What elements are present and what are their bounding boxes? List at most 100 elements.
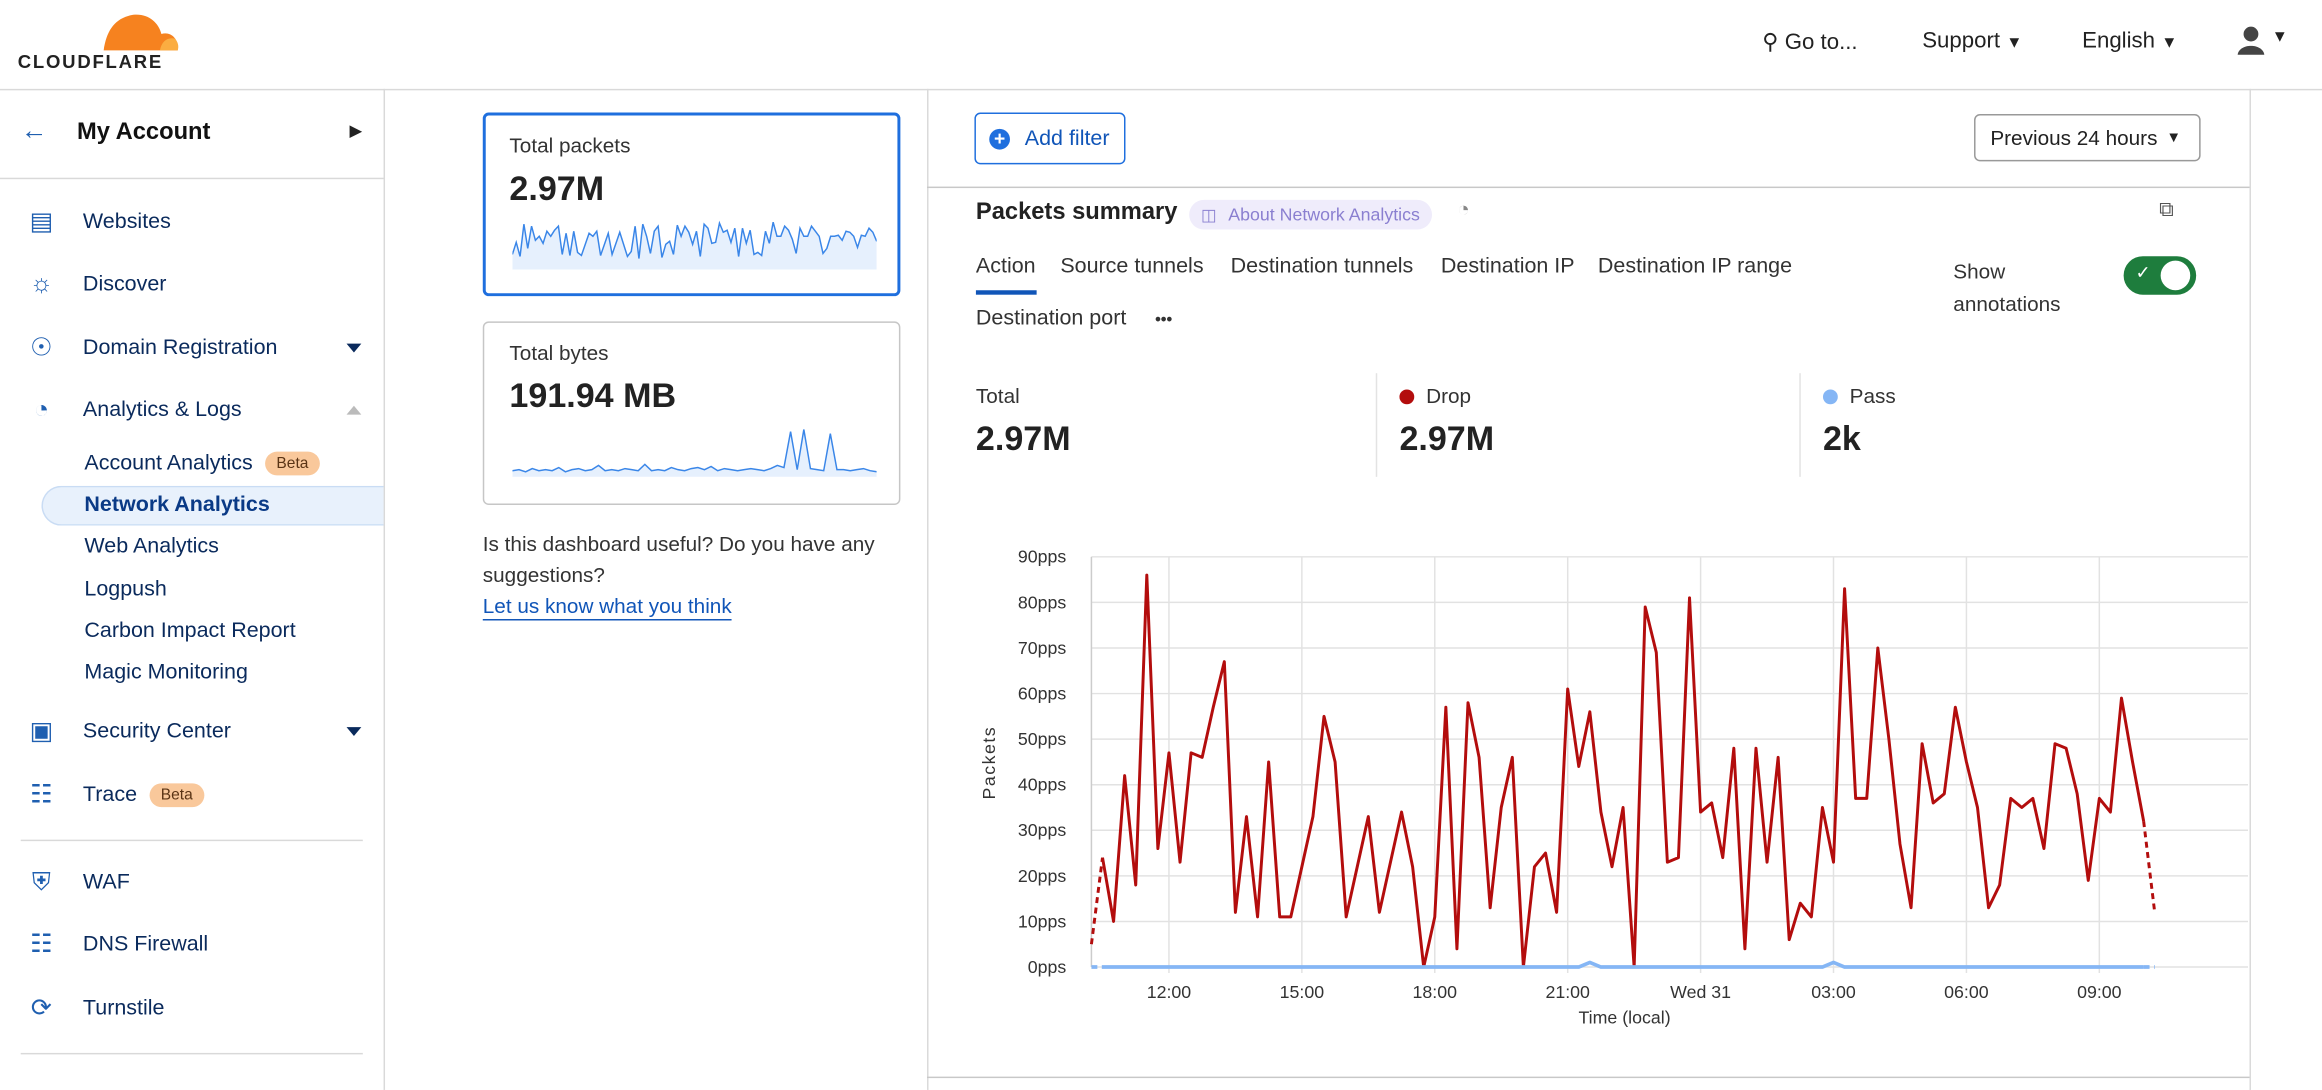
user-menu[interactable]: ▼ xyxy=(2236,24,2301,60)
series-drop-partial-end xyxy=(2142,820,2157,913)
sidebar-subitem-magic-monitoring[interactable]: Magic Monitoring xyxy=(84,660,248,684)
sidebar-item-waf[interactable]: ⛨ WAF xyxy=(0,857,384,907)
search-icon: ⚲ xyxy=(1762,29,1779,55)
sidebar-item-security-center[interactable]: ▣ Security Center xyxy=(0,706,384,756)
nav-label: Web Analytics xyxy=(84,534,219,559)
logo-text: CLOUDFLARE xyxy=(17,51,164,73)
sidebar-item-analytics-logs[interactable]: ◔ Analytics & Logs xyxy=(0,385,384,435)
packets-summary-title: Packets summary xyxy=(975,199,1178,226)
nav-label: Logpush xyxy=(84,577,167,602)
security-center-icon: ▣ xyxy=(29,716,54,745)
sidebar-item-websites[interactable]: ▤ Websites xyxy=(0,197,384,247)
caret-up-icon xyxy=(346,405,362,415)
total-bytes-card[interactable]: Total bytes 191.94 MB xyxy=(482,321,901,505)
caret-down-icon: ▼ xyxy=(2166,129,2181,146)
sparkline-area xyxy=(512,222,877,270)
sidebar-divider xyxy=(20,1052,363,1055)
tab-destination-tunnels[interactable]: Destination tunnels xyxy=(1231,255,1414,279)
sidebar-border xyxy=(383,88,386,1090)
panel-bottom-divider xyxy=(927,1076,2250,1079)
account-switcher[interactable]: ← My Account ▶ xyxy=(0,107,384,160)
sidebar-subitem-network-analytics[interactable]: Network Analytics xyxy=(84,493,269,517)
y-axis-title: Packets xyxy=(979,726,999,800)
add-filter-label: Add filter xyxy=(1024,126,1110,151)
browser-window-icon: ▤ xyxy=(29,207,54,236)
feedback-text: Is this dashboard useful? Do you have an… xyxy=(482,531,875,587)
sidebar-subitem-carbon-impact-report[interactable]: Carbon Impact Report xyxy=(84,619,295,643)
tab-destination-ip[interactable]: Destination IP xyxy=(1441,255,1575,279)
nav-label: Account Analytics xyxy=(84,451,253,476)
show-annotations-toggle[interactable]: ✓ xyxy=(2123,256,2197,295)
stat-total-value: 2.97M xyxy=(975,419,1071,458)
stat-divider xyxy=(1375,373,1378,477)
active-tab-underline xyxy=(975,290,1037,295)
nav-label: Magic Monitoring xyxy=(84,660,248,685)
sidebar-item-discover[interactable]: ☼ Discover xyxy=(0,259,384,309)
goto-button[interactable]: ⚲ Go to... xyxy=(1762,28,1857,55)
sidebar-item-turnstile[interactable]: ⟳ Turnstile xyxy=(0,983,384,1033)
sidebar-subitem-account-analytics[interactable]: Account Analytics Beta xyxy=(84,451,321,476)
network-tree-icon: ☷ xyxy=(30,930,53,959)
nav-label: Discover xyxy=(82,272,167,297)
support-menu[interactable]: Support ▼ xyxy=(1922,28,2022,53)
tab-label: Source tunnels xyxy=(1060,254,1204,279)
tab-action[interactable]: Action xyxy=(976,255,1036,279)
time-range-value: Previous 24 hours xyxy=(1990,125,2158,150)
card-label: Total bytes xyxy=(509,340,609,365)
tab-label: Destination IP xyxy=(1440,254,1575,279)
stat-drop-label: Drop xyxy=(1399,384,1471,407)
caret-down-icon xyxy=(346,343,362,353)
pass-legend-dot xyxy=(1822,389,1838,405)
cloudflare-logo[interactable]: CLOUDFLARE xyxy=(17,9,184,73)
card-value: 191.94 MB xyxy=(509,376,677,415)
tab-source-tunnels[interactable]: Source tunnels xyxy=(1060,255,1203,279)
stat-divider xyxy=(1799,373,1801,477)
header-divider xyxy=(0,88,2322,91)
trace-icon: ☷ xyxy=(30,780,53,809)
back-arrow-icon[interactable]: ← xyxy=(20,115,48,146)
sidebar-item-trace[interactable]: ☷ Trace Beta xyxy=(0,770,384,820)
x-tick-label: 21:00 xyxy=(1545,982,1590,1002)
y-tick-label: 10pps xyxy=(1018,911,1067,931)
y-tick-label: 20pps xyxy=(1018,866,1067,886)
caret-down-icon: ▼ xyxy=(2006,34,2023,52)
sidebar-subitem-logpush[interactable]: Logpush xyxy=(84,578,166,602)
cloud-logo-icon xyxy=(103,14,179,51)
series-drop-line xyxy=(1101,573,2146,969)
sparkline-line xyxy=(512,429,877,473)
total-packets-card[interactable]: Total packets 2.97M xyxy=(482,112,901,297)
tab-destination-port[interactable]: Destination port xyxy=(976,307,1126,331)
check-icon: ✓ xyxy=(2135,262,2151,283)
sidebar-divider xyxy=(0,177,384,180)
card-value: 2.97M xyxy=(509,168,605,208)
language-label: English xyxy=(2082,28,2156,54)
copy-icon[interactable]: ⧉ xyxy=(2159,196,2174,221)
turnstile-icon: ⟳ xyxy=(30,993,53,1022)
globe-icon: ☉ xyxy=(30,333,53,362)
y-tick-label: 60pps xyxy=(1018,683,1067,703)
shield-gear-icon: ⛨ xyxy=(32,867,51,896)
pie-chart-icon[interactable]: ◔ xyxy=(1457,196,1470,221)
add-filter-button[interactable]: + Add filter xyxy=(974,112,1126,165)
y-tick-label: 80pps xyxy=(1018,592,1067,612)
sidebar-item-dns-firewall[interactable]: ☷ DNS Firewall xyxy=(0,920,384,970)
more-tabs-button[interactable]: ••• xyxy=(1155,307,1172,329)
x-tick-label: 09:00 xyxy=(2077,982,2122,1002)
language-menu[interactable]: English ▼ xyxy=(2082,28,2177,53)
time-range-select[interactable]: Previous 24 hours ▼ xyxy=(1974,114,2201,162)
x-tick-label: 15:00 xyxy=(1280,982,1325,1002)
sidebar-subitem-web-analytics[interactable]: Web Analytics xyxy=(84,535,218,559)
x-tick-label: 12:00 xyxy=(1147,982,1192,1002)
beta-badge: Beta xyxy=(148,783,205,808)
nav-label: Turnstile xyxy=(82,996,165,1021)
feedback-link[interactable]: Let us know what you think xyxy=(482,594,732,621)
bytes-sparkline xyxy=(512,429,877,477)
y-tick-label: 50pps xyxy=(1018,729,1067,749)
card-label: Total packets xyxy=(509,133,631,157)
nav-label: WAF xyxy=(82,870,130,895)
about-network-analytics-link[interactable]: ◫ About Network Analytics xyxy=(1189,199,1432,230)
tab-label: Destination port xyxy=(975,306,1127,331)
tab-destination-ip-range[interactable]: Destination IP range xyxy=(1598,255,1792,279)
toolbar-divider xyxy=(927,186,2250,189)
sidebar-item-domain-registration[interactable]: ☉ Domain Registration xyxy=(0,323,384,373)
